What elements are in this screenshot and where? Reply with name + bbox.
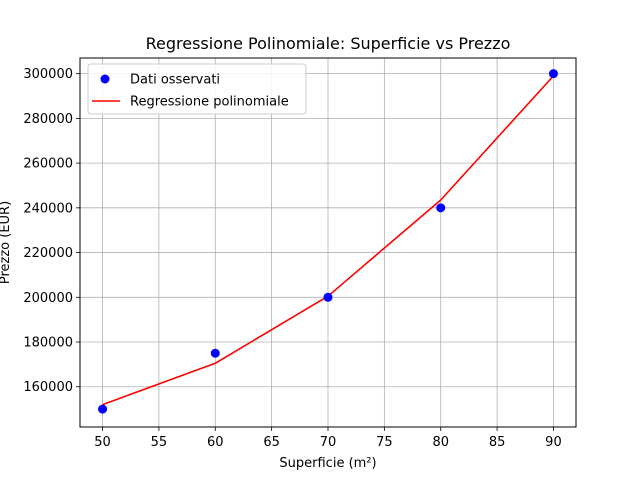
y-tick-label: 280000: [23, 112, 73, 127]
y-tick-label: 180000: [23, 336, 73, 351]
data-point: [436, 203, 446, 213]
y-tick-label: 220000: [23, 246, 73, 261]
x-tick-label: 55: [151, 435, 168, 450]
data-point: [210, 348, 220, 358]
x-tick-label: 65: [263, 435, 280, 450]
chart-title: Regressione Polinomiale: Superficie vs P…: [146, 34, 511, 53]
legend-label: Regressione polinomiale: [130, 95, 289, 110]
data-point: [548, 69, 558, 79]
x-tick-label: 80: [432, 435, 449, 450]
y-axis-label: Prezzo (EUR): [0, 201, 13, 284]
x-tick-label: 75: [376, 435, 393, 450]
series-layer: [98, 69, 558, 414]
data-point: [323, 292, 333, 302]
ticks: 50 55 60 65 70 75 80 85 90 160000 180000 200000 2200…: [23, 67, 561, 450]
legend-box: [87, 63, 307, 115]
y-tick-label: 240000: [23, 201, 73, 216]
x-tick-label: 90: [545, 435, 562, 450]
y-tick-label: 200000: [23, 291, 73, 306]
y-tick-label: 300000: [23, 67, 73, 82]
grid: [80, 58, 576, 427]
y-tick-label: 260000: [23, 157, 73, 172]
x-tick-label: 70: [320, 435, 337, 450]
y-tick-label: 160000: [23, 380, 73, 395]
legend: Dati osservati Regressione polinomiale: [87, 63, 307, 115]
legend-label: Dati osservati: [130, 73, 220, 88]
x-tick-label: 85: [489, 435, 506, 450]
x-axis-label: Superficie (m²): [279, 456, 376, 471]
x-tick-label: 50: [94, 435, 111, 450]
legend-marker-scatter: [100, 74, 110, 84]
x-tick-label: 60: [207, 435, 224, 450]
data-point: [98, 404, 108, 414]
